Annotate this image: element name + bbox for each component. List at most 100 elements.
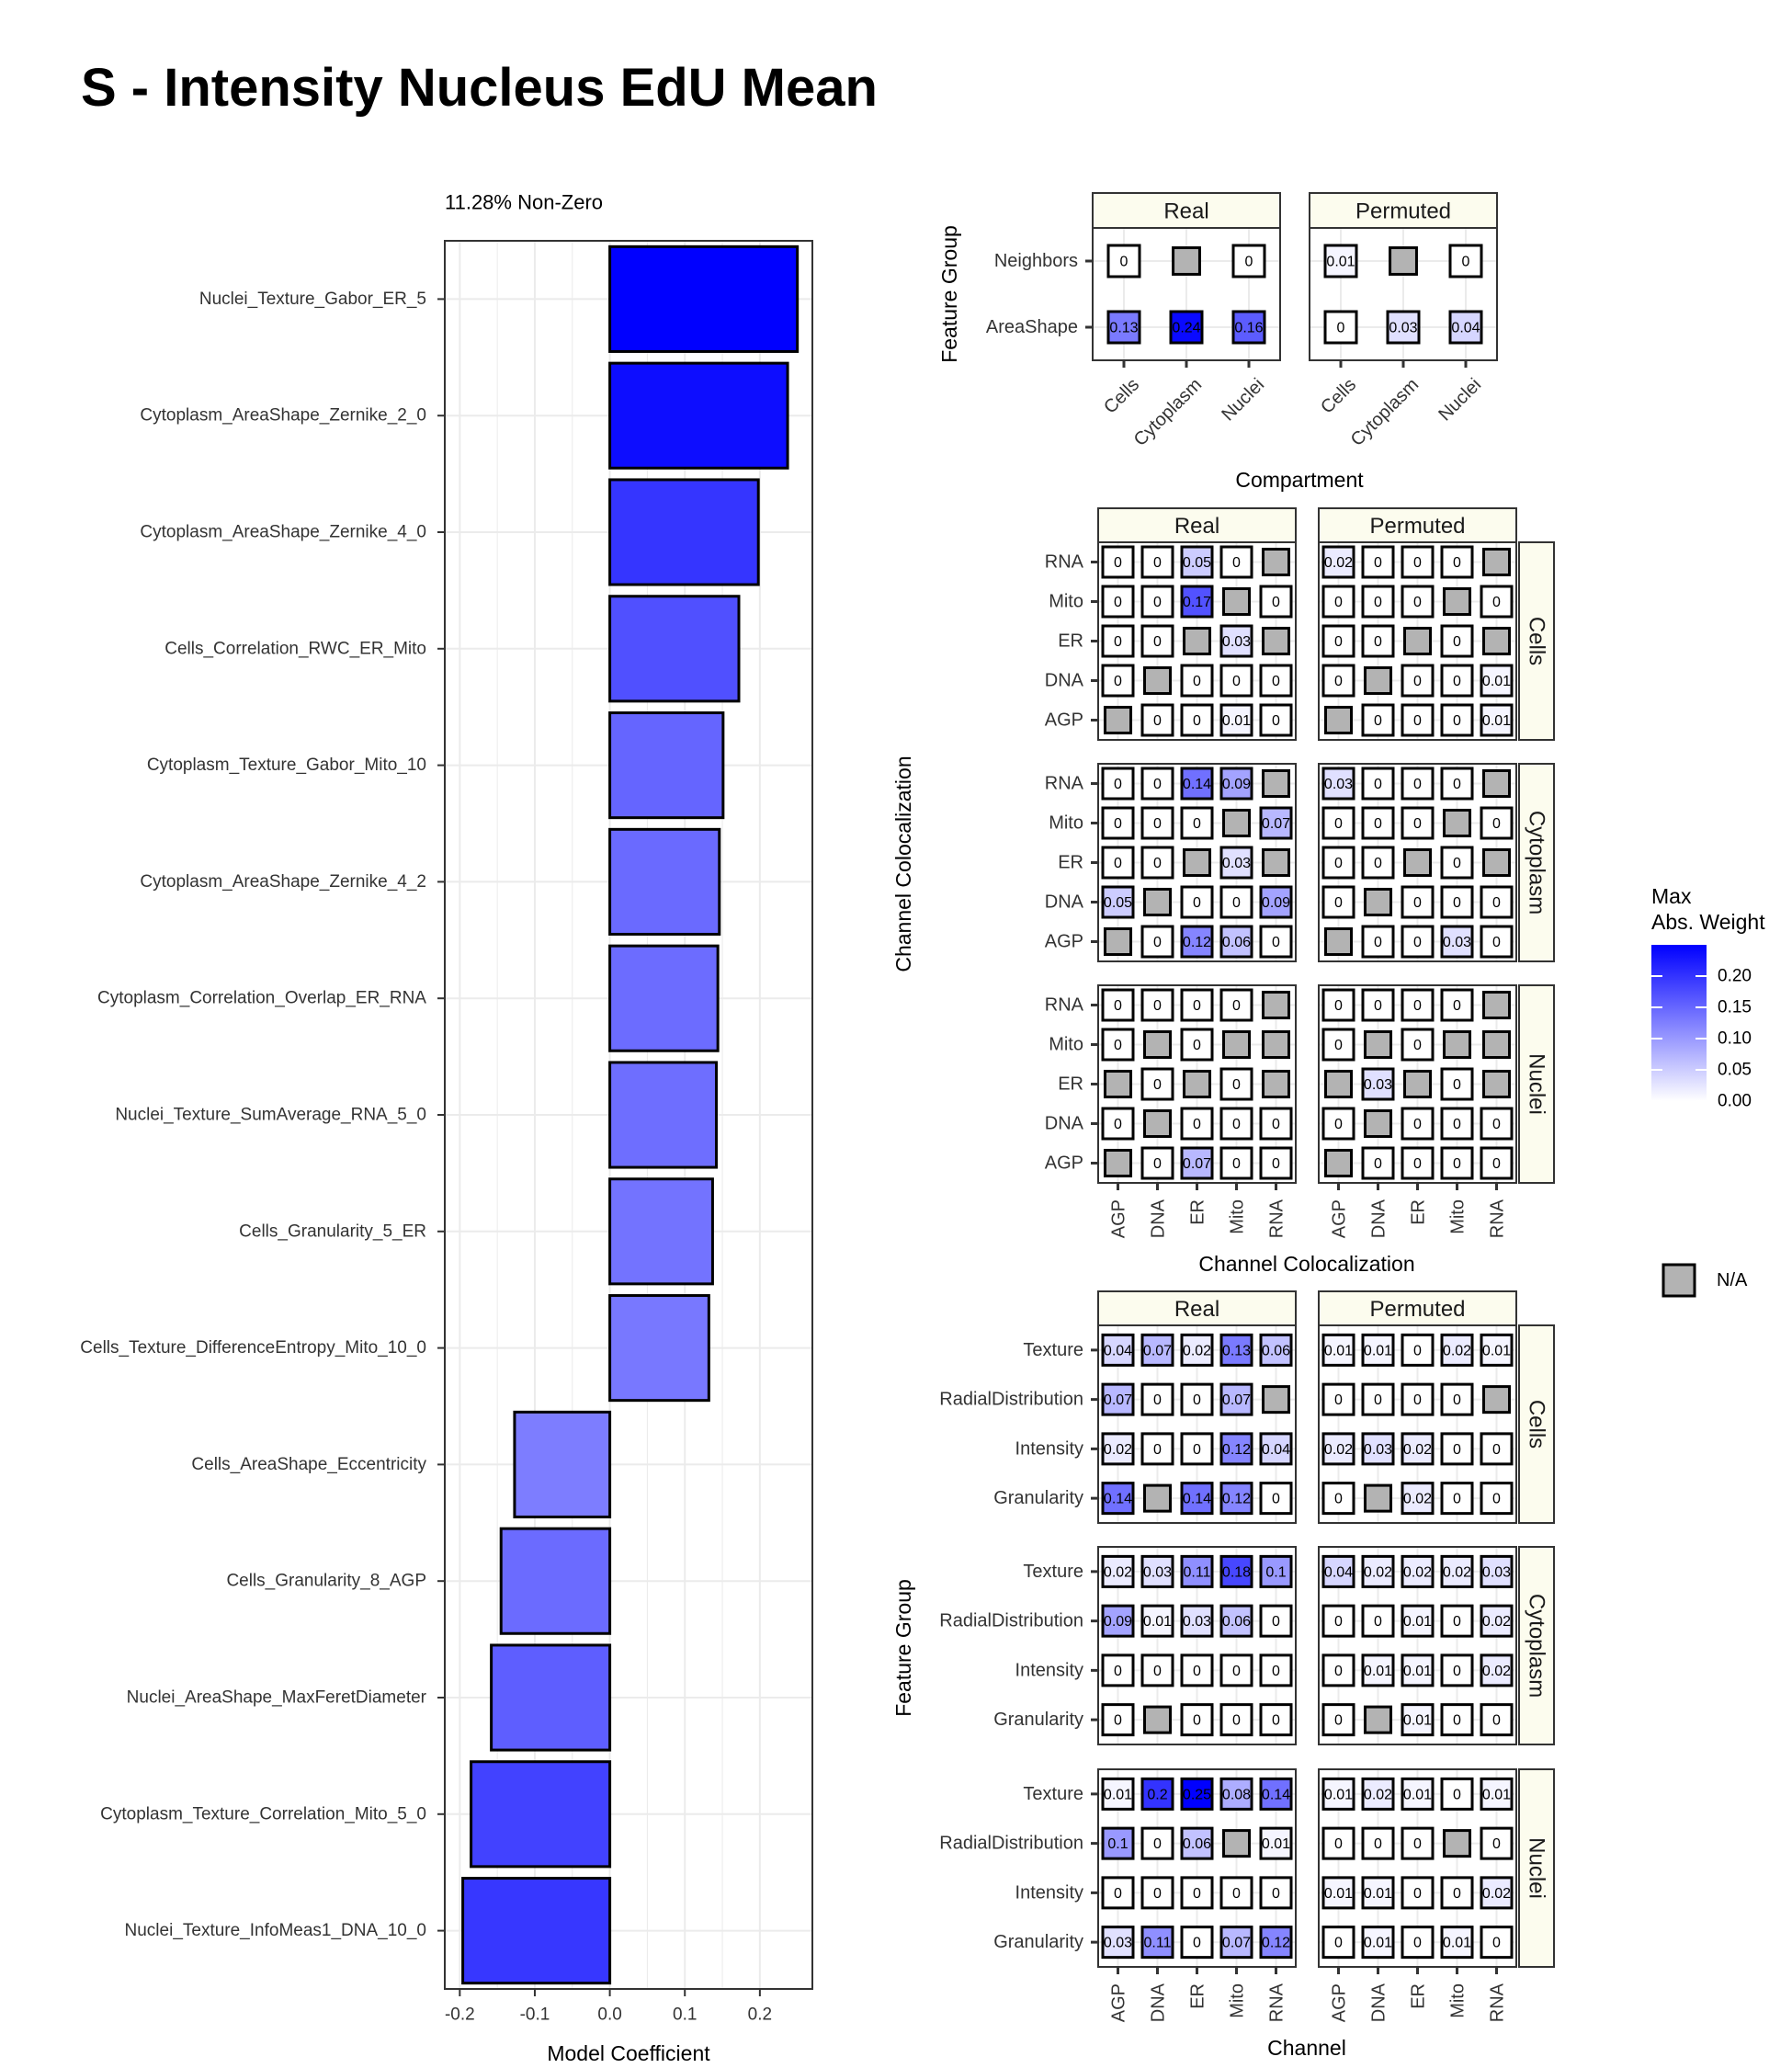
facet-strip-label: Real [1163, 199, 1208, 224]
heatmap-value-label: 0 [1193, 1392, 1201, 1408]
heatmap-tile [1361, 767, 1395, 801]
heatmap-tile [1101, 1382, 1135, 1416]
heatmap-tile [1321, 1382, 1355, 1416]
heatmap-value-label: 0 [1232, 1886, 1241, 1902]
legend-title-line1: Max [1651, 884, 1692, 908]
heatmap-value-label: 0 [1114, 816, 1122, 832]
heatmap-value-label: 0 [1153, 998, 1162, 1014]
heatmap1-x-axis-title: Compartment [1235, 468, 1364, 492]
heatmap-value-label: 0.18 [1222, 1564, 1251, 1580]
heatmap-value-label: 0.03 [1222, 856, 1251, 871]
heatmap-value-label: 0.17 [1183, 595, 1211, 610]
heatmap-panel-border [1318, 1546, 1517, 1745]
heatmap-na-tile [1389, 246, 1418, 276]
heatmap-tile [1440, 1926, 1474, 1960]
heatmap-tile [1448, 244, 1483, 278]
heatmap-value-label: 0 [1374, 634, 1382, 650]
heatmap-value-label: 0 [1232, 1077, 1241, 1093]
heatmap-value-label: 0 [1453, 856, 1461, 871]
heatmap2-y-axis-title: Channel Colocalization [891, 756, 915, 972]
heatmap-tile [1259, 1876, 1293, 1910]
heatmap-tile [1219, 545, 1253, 579]
heatmap-tile [1361, 703, 1395, 737]
heatmap-tile [1361, 1554, 1395, 1588]
bar [470, 1760, 612, 1869]
heatmap-value-label: 0 [1453, 777, 1461, 792]
heatmap-tile [1231, 244, 1266, 278]
heatmap-tile [1401, 703, 1435, 737]
heatmap-value-label: 0 [1232, 1117, 1241, 1132]
heatmap-value-label: 0 [1272, 1156, 1280, 1172]
heatmap-tile [1401, 1604, 1435, 1638]
heatmap-tile [1401, 806, 1435, 840]
heatmap-value-label: 0.01 [1403, 1664, 1432, 1679]
heatmap-x-tick-label: DNA [1149, 1199, 1169, 1238]
facet-strip-row [1518, 1768, 1555, 1968]
heatmap-tile [1480, 1926, 1514, 1960]
heatmap-value-label: 0.04 [1262, 1442, 1290, 1458]
heatmap-y-tick-label: Intensity [1015, 1660, 1083, 1680]
heatmap-tile [1321, 1028, 1355, 1062]
heatmap-tile [1259, 1146, 1293, 1180]
heatmap-tile [1361, 1146, 1395, 1180]
heatmap-value-label: 0.03 [1104, 1936, 1132, 1951]
legend-title-line2: Abs. Weight [1651, 910, 1765, 934]
heatmap-na-tile [1182, 626, 1212, 656]
heatmap-value-label: 0 [1334, 634, 1343, 650]
heatmap-x-tick-label: RNA [1267, 1199, 1287, 1238]
heatmap-tile [1219, 767, 1253, 801]
heatmap-tile [1180, 806, 1214, 840]
heatmap-value-label: 0.02 [1443, 1343, 1471, 1358]
heatmap-y-tick-label: Mito [1049, 813, 1083, 834]
heatmap-tile [1219, 1382, 1253, 1416]
heatmap-na-tile [1402, 847, 1433, 878]
heatmap-value-label: 0.04 [1451, 321, 1480, 336]
heatmap-value-label: 0 [1413, 998, 1422, 1014]
heatmap-value-label: 0.01 [1324, 1787, 1353, 1802]
heatmap-tile [1401, 585, 1435, 619]
heatmap-value-label: 0.07 [1262, 816, 1290, 832]
facet-strip-row-label: Cells [1525, 1400, 1549, 1449]
heatmap-na-tile [1363, 887, 1393, 917]
heatmap-value-label: 0 [1153, 777, 1162, 792]
heatmap-value-label: 0 [1232, 555, 1241, 571]
heatmap-tile [1321, 1703, 1355, 1737]
heatmap-x-tick-label: ER [1188, 1983, 1208, 2009]
heatmap-value-label: 0.24 [1172, 321, 1200, 336]
heatmap-na-tile [1442, 586, 1472, 617]
heatmap-value-label: 0.01 [1482, 1343, 1511, 1358]
heatmap-panel-border [1097, 1546, 1297, 1745]
heatmap-x-tick-label: ER [1188, 1199, 1208, 1225]
heatmap-value-label: 0.02 [1403, 1564, 1432, 1580]
heatmap-value-label: 0.02 [1324, 555, 1353, 571]
heatmap-tile [1259, 1703, 1293, 1737]
heatmap-value-label: 0 [1193, 816, 1201, 832]
heatmap-tile [1219, 1604, 1253, 1638]
heatmap-tile [1101, 1333, 1135, 1367]
heatmap-tile [1480, 1432, 1514, 1466]
heatmap-value-label: 0 [1334, 1038, 1343, 1053]
heatmap-tile [1180, 767, 1214, 801]
heatmap-value-label: 0 [1453, 1077, 1461, 1093]
heatmap-na-tile [1323, 705, 1354, 735]
heatmap-tile [1140, 1876, 1174, 1910]
heatmap-value-label: 0.01 [1482, 1787, 1511, 1802]
heatmap-value-label: 0 [1272, 595, 1280, 610]
heatmap-tile [1259, 1826, 1293, 1860]
facet-strip-row [1518, 541, 1555, 741]
heatmap-value-label: 0 [1453, 998, 1461, 1014]
heatmap-tile [1480, 885, 1514, 919]
heatmap-tile [1219, 664, 1253, 698]
heatmap-tile [1361, 1604, 1395, 1638]
heatmap-tile [1440, 703, 1474, 737]
facet-strip-row [1518, 1546, 1555, 1745]
heatmap-x-tick-label: ER [1409, 1983, 1429, 2009]
bar [608, 595, 741, 703]
heatmap-tile [1480, 1554, 1514, 1588]
bar-x-tick-label: -0.1 [520, 2006, 550, 2025]
heatmap-tile [1361, 545, 1395, 579]
heatmap-tile [1259, 1554, 1293, 1588]
heatmap-x-tick-label: Mito [1228, 1199, 1248, 1234]
heatmap-panel-border [1097, 1324, 1297, 1524]
heatmap-tile [1219, 846, 1253, 880]
